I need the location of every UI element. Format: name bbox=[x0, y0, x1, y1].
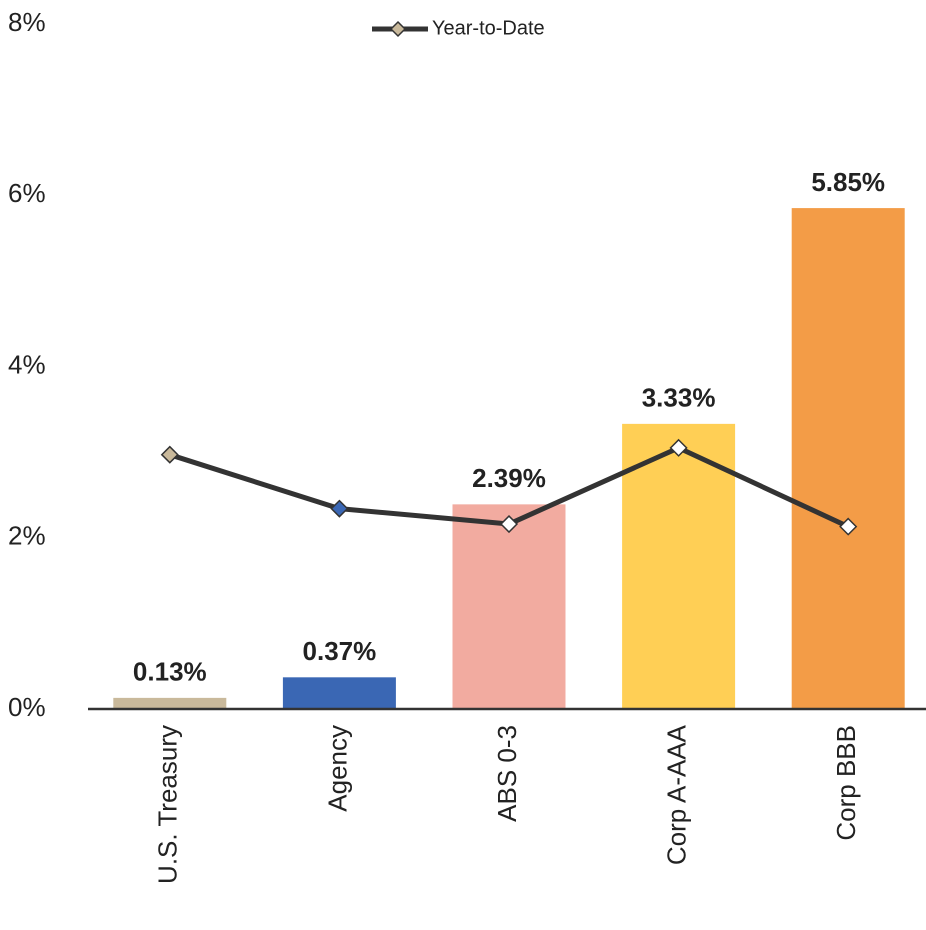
bar bbox=[622, 423, 736, 709]
bar bbox=[791, 208, 905, 709]
x-tick-label: Corp BBB bbox=[831, 725, 861, 841]
legend-marker bbox=[389, 20, 407, 38]
data-label: 2.39% bbox=[472, 463, 546, 493]
bar bbox=[113, 697, 227, 709]
data-label: 0.37% bbox=[303, 636, 377, 666]
marker bbox=[669, 438, 688, 457]
y-tick-label: 8% bbox=[8, 7, 46, 37]
marker bbox=[330, 499, 349, 518]
marker bbox=[839, 517, 858, 536]
bar bbox=[282, 677, 396, 709]
y-tick-label: 2% bbox=[8, 521, 46, 551]
marker bbox=[160, 445, 179, 464]
x-tick-label: Corp A-AAA bbox=[661, 724, 691, 865]
y-tick-label: 4% bbox=[8, 349, 46, 379]
data-label: 3.33% bbox=[642, 383, 716, 413]
data-label: 0.13% bbox=[133, 657, 207, 687]
marker bbox=[499, 514, 519, 534]
x-tick-label: ABS 0-3 bbox=[492, 725, 522, 822]
y-tick-label: 0% bbox=[8, 692, 46, 722]
x-tick-label: Agency bbox=[322, 725, 352, 812]
bar bbox=[452, 504, 566, 709]
x-tick-label: U.S. Treasury bbox=[153, 725, 183, 884]
y-tick-label: 6% bbox=[8, 178, 46, 208]
data-label: 5.85% bbox=[811, 167, 885, 197]
legend-label: Year-to-Date bbox=[432, 17, 545, 39]
